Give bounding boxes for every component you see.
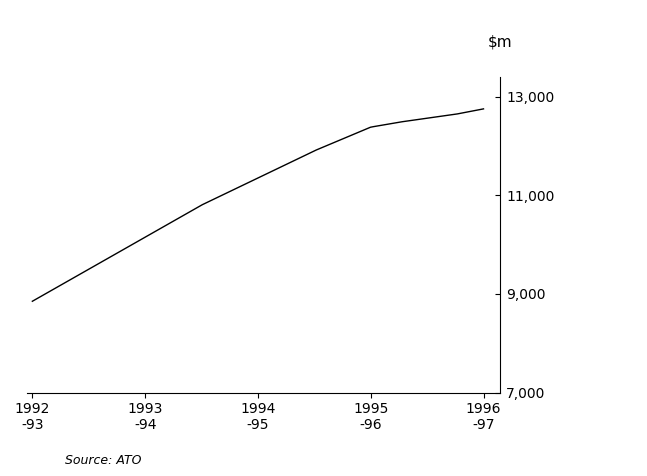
Text: Source: ATO: Source: ATO: [65, 454, 141, 467]
Text: $m: $m: [488, 34, 512, 49]
